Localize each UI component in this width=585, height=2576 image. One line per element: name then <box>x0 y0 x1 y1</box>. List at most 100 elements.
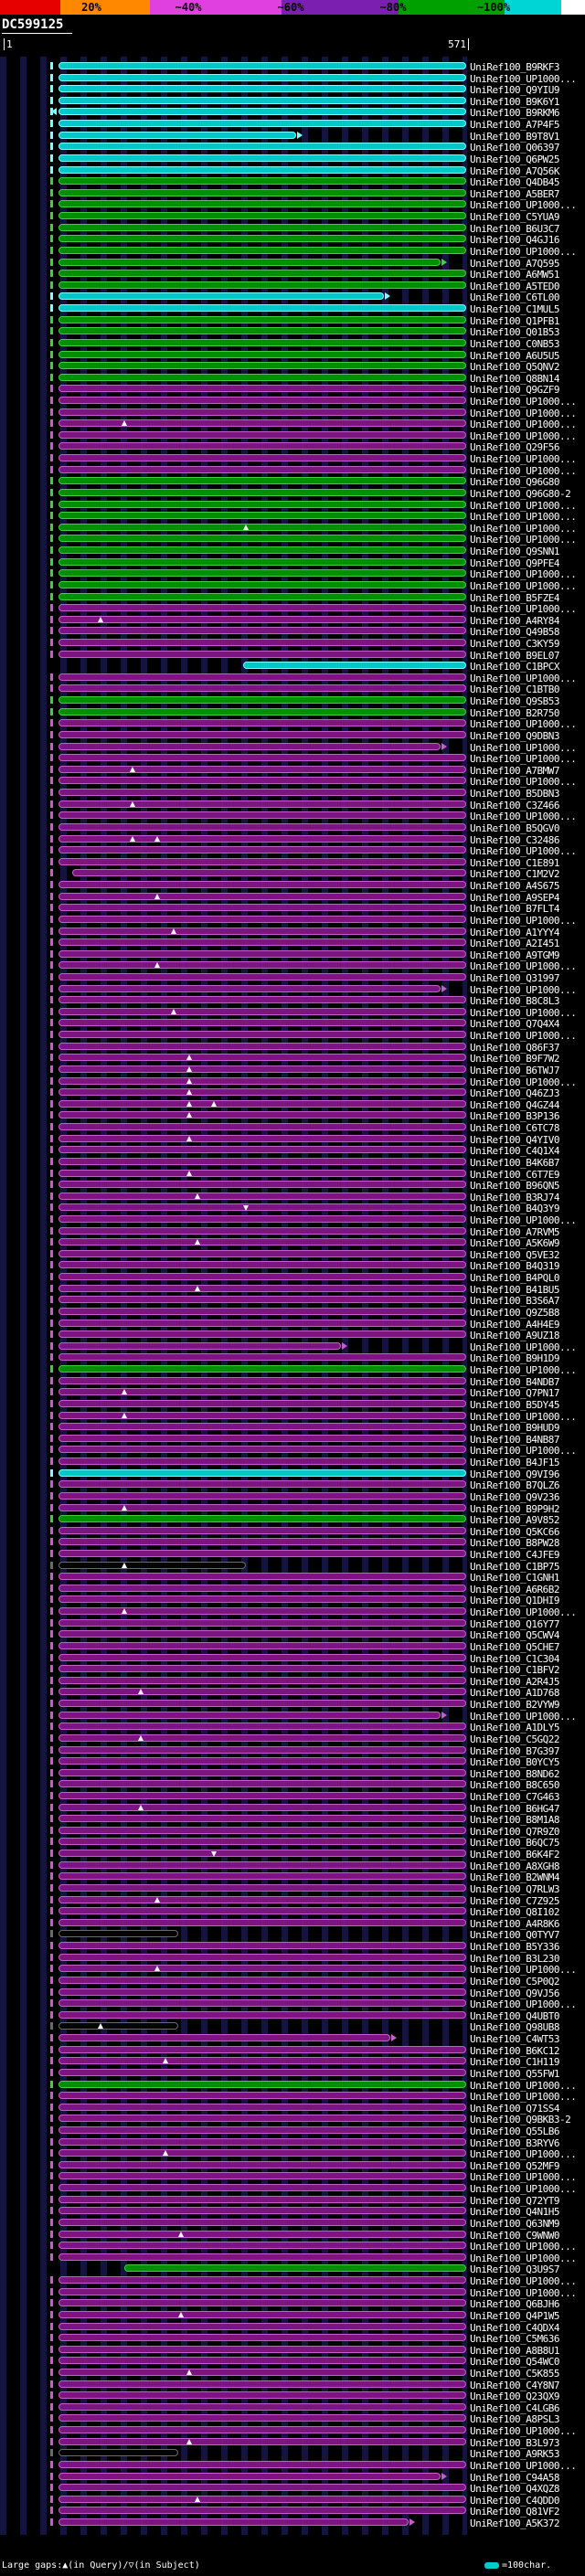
hit-label[interactable]: UniRef100_B6TWJ7 <box>470 1064 559 1076</box>
hit-bar[interactable] <box>58 1538 466 1546</box>
hit-bar[interactable] <box>58 1226 466 1235</box>
hit-bar[interactable] <box>58 338 466 346</box>
hit-label[interactable]: UniRef100_UP1000... <box>470 245 577 258</box>
hit-bar[interactable] <box>58 2276 466 2284</box>
hit-bar[interactable] <box>58 2149 466 2157</box>
hit-bar[interactable] <box>58 1273 466 1281</box>
hit-label[interactable]: UniRef100_Q5KC66 <box>470 1525 559 1538</box>
hit-bar[interactable] <box>58 1019 466 1027</box>
hit-label[interactable]: UniRef100_B6K4F2 <box>470 1849 559 1861</box>
hit-bar[interactable] <box>58 465 466 473</box>
hit-bar[interactable] <box>58 1584 466 1592</box>
hit-bar[interactable] <box>58 304 466 313</box>
hit-bar[interactable] <box>58 1111 466 1119</box>
hit-bar[interactable] <box>58 1745 466 1754</box>
hit-label[interactable]: UniRef100_UP1000... <box>470 1214 577 1226</box>
hit-label[interactable]: UniRef100_A2I451 <box>470 938 559 950</box>
hit-label[interactable]: UniRef100_A7P4F5 <box>470 119 559 132</box>
hit-bar[interactable] <box>58 719 466 727</box>
hit-bar[interactable] <box>58 800 466 808</box>
hit-bar[interactable] <box>58 1458 466 1466</box>
hit-bar[interactable] <box>58 2195 466 2203</box>
hit-bar[interactable] <box>58 1491 466 1500</box>
hit-bar[interactable] <box>58 2426 466 2434</box>
hit-label[interactable]: UniRef100_B41BU5 <box>470 1283 559 1296</box>
hit-label[interactable]: UniRef100_UP1000... <box>470 1998 577 2011</box>
hit-bar[interactable] <box>58 1723 466 1731</box>
hit-label[interactable]: UniRef100_Q9VI96 <box>470 1468 559 1480</box>
hit-label[interactable]: UniRef100_B9HUD9 <box>470 1422 559 1435</box>
hit-label[interactable]: UniRef100_UP1000... <box>470 1030 577 1043</box>
hit-bar[interactable] <box>58 580 466 588</box>
hit-bar[interactable] <box>58 1399 466 1407</box>
hit-label[interactable]: UniRef100_A9UZ18 <box>470 1330 559 1342</box>
hit-bar[interactable] <box>58 223 466 231</box>
hit-bar[interactable] <box>58 2207 466 2215</box>
hit-bar[interactable] <box>58 2057 466 2065</box>
hit-label[interactable]: UniRef100_B5FZE4 <box>470 591 559 604</box>
hit-label[interactable]: UniRef100_B2R750 <box>470 706 559 719</box>
hit-bar[interactable] <box>58 1169 466 1177</box>
hit-label[interactable]: UniRef100_A5BER7 <box>470 187 559 200</box>
hit-bar[interactable] <box>58 1341 342 1350</box>
hit-bar[interactable] <box>58 73 466 81</box>
hit-bar[interactable] <box>58 1733 466 1742</box>
hit-label[interactable]: UniRef100_C7G463 <box>470 1791 559 1803</box>
hit-label[interactable]: UniRef100_UP1000... <box>470 603 577 616</box>
hit-bar[interactable] <box>58 442 466 451</box>
hit-label[interactable]: UniRef100_UP1000... <box>470 960 577 973</box>
hit-label[interactable]: UniRef100_Q7RLW3 <box>470 1882 559 1895</box>
hit-label[interactable]: UniRef100_C1BPCX <box>470 661 559 673</box>
hit-label[interactable]: UniRef100_UP1000... <box>470 199 577 212</box>
hit-label[interactable]: UniRef100_B0YCY5 <box>470 1756 559 1769</box>
hit-label[interactable]: UniRef100_B3S6A7 <box>470 1295 559 1308</box>
hit-label[interactable]: UniRef100_B8C8L3 <box>470 995 559 1008</box>
hit-bar[interactable] <box>58 546 466 555</box>
hit-bar[interactable] <box>58 1076 466 1085</box>
hit-label[interactable]: UniRef100_Q4GJ16 <box>470 234 559 247</box>
hit-bar[interactable] <box>58 1411 466 1419</box>
hit-bar[interactable] <box>58 742 441 750</box>
hit-bar[interactable] <box>58 2230 466 2238</box>
hit-label[interactable]: UniRef100_B96QN5 <box>470 1180 559 1193</box>
hit-bar[interactable] <box>58 1238 466 1246</box>
hit-label[interactable]: UniRef100_A7RVM5 <box>470 1225 559 1238</box>
hit-label[interactable]: UniRef100_A1YYY4 <box>470 926 559 938</box>
hit-label[interactable]: UniRef100_B9T8V1 <box>470 130 559 143</box>
hit-label[interactable]: UniRef100_C1GNH1 <box>470 1572 559 1585</box>
hit-bar[interactable] <box>58 1330 466 1339</box>
hit-bar[interactable] <box>58 1573 466 1581</box>
hit-bar[interactable] <box>58 212 466 220</box>
hit-label[interactable]: UniRef100_Q4YIV0 <box>470 1133 559 1146</box>
hit-label[interactable]: UniRef100_Q96G80 <box>470 476 559 489</box>
hit-bar[interactable] <box>58 362 466 370</box>
hit-label[interactable]: UniRef100_A5K372 <box>470 2518 559 2530</box>
hit-bar[interactable] <box>58 2045 466 2053</box>
hit-label[interactable]: UniRef100_B9RKF3 <box>470 61 559 73</box>
hit-bar[interactable] <box>58 143 466 151</box>
hit-bar[interactable] <box>58 834 466 843</box>
hit-bar[interactable] <box>58 396 466 404</box>
hit-label[interactable]: UniRef100_Q5CWV4 <box>470 1629 559 1642</box>
hit-label[interactable]: UniRef100_B7QLZ6 <box>470 1479 559 1492</box>
hit-bar[interactable] <box>58 2299 466 2307</box>
hit-label[interactable]: UniRef100_A8B8U1 <box>470 2344 559 2357</box>
hit-label[interactable]: UniRef100_UP1000... <box>470 534 577 546</box>
hit-bar[interactable] <box>58 881 466 889</box>
hit-bar[interactable] <box>58 188 466 196</box>
hit-bar[interactable] <box>58 1942 466 1950</box>
hit-bar[interactable] <box>58 1192 466 1200</box>
hit-label[interactable]: UniRef100_Q86F37 <box>470 1041 559 1054</box>
hit-label[interactable]: UniRef100_C3Z466 <box>470 799 559 811</box>
hit-label[interactable]: UniRef100_C4WT53 <box>470 2033 559 2046</box>
hit-bar[interactable] <box>58 1388 466 1396</box>
hit-bar[interactable] <box>58 523 466 531</box>
hit-bar[interactable] <box>58 1607 466 1616</box>
hit-label[interactable]: UniRef100_C1H119 <box>470 2056 559 2069</box>
hit-bar[interactable] <box>58 1883 466 1892</box>
hit-label[interactable]: UniRef100_UP1000... <box>470 429 577 442</box>
hit-bar[interactable] <box>58 1307 466 1315</box>
hit-bar[interactable] <box>58 1953 466 1961</box>
hit-label[interactable]: UniRef100_Q46ZJ3 <box>470 1087 559 1100</box>
hit-bar[interactable] <box>58 2472 441 2480</box>
